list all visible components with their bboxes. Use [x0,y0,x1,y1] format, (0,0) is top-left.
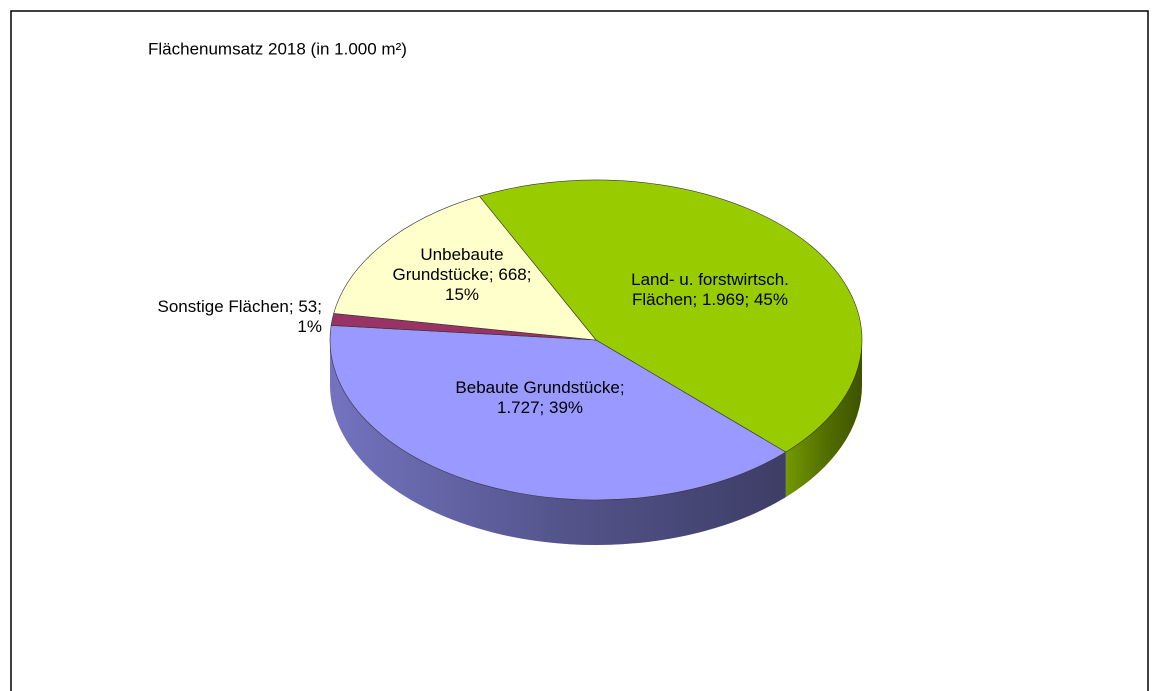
label-part: 39% [548,398,584,417]
label-part: ; [288,297,299,316]
data-label: Unbebaute Grundstücke; 668; 15% [378,245,546,305]
label-part: ; [692,290,702,309]
side-shade [330,340,786,545]
label-part: Sonstige Flächen [157,297,289,316]
label-part: 15% [444,285,480,304]
chart-title: Flächenumsatz 2018 (in 1.000 m²) [148,39,407,58]
label-part: 45% [753,290,788,309]
label-part: ; [526,265,532,284]
data-label: Land- u. forstwirtsch. Flächen; 1.969; 4… [620,270,800,310]
side-shade [785,340,862,498]
label-part: 53 [298,297,318,316]
label-part: ; [744,290,754,309]
slice [329,325,787,501]
label-part: ; [317,297,322,316]
label-part: ; [539,398,549,417]
label-part: 1% [297,317,322,336]
data-label: Bebaute Grundstücke; 1.727; 39% [450,378,630,418]
slice [333,195,597,341]
slice [478,179,863,453]
label-part: Land- u. forstwirtsch. Flächen [631,270,789,309]
label-part: 1.727 [496,398,540,417]
label-part: ; [619,378,625,397]
label-part: Bebaute Grundstücke [455,378,620,397]
label-part: 668 [498,265,527,284]
data-label: Sonstige Flächen; 53; 1% [140,297,322,337]
label-part: 1.969 [701,290,745,309]
label-part: Unbebaute Grundstücke [392,245,504,284]
label-part: ; [488,265,499,284]
